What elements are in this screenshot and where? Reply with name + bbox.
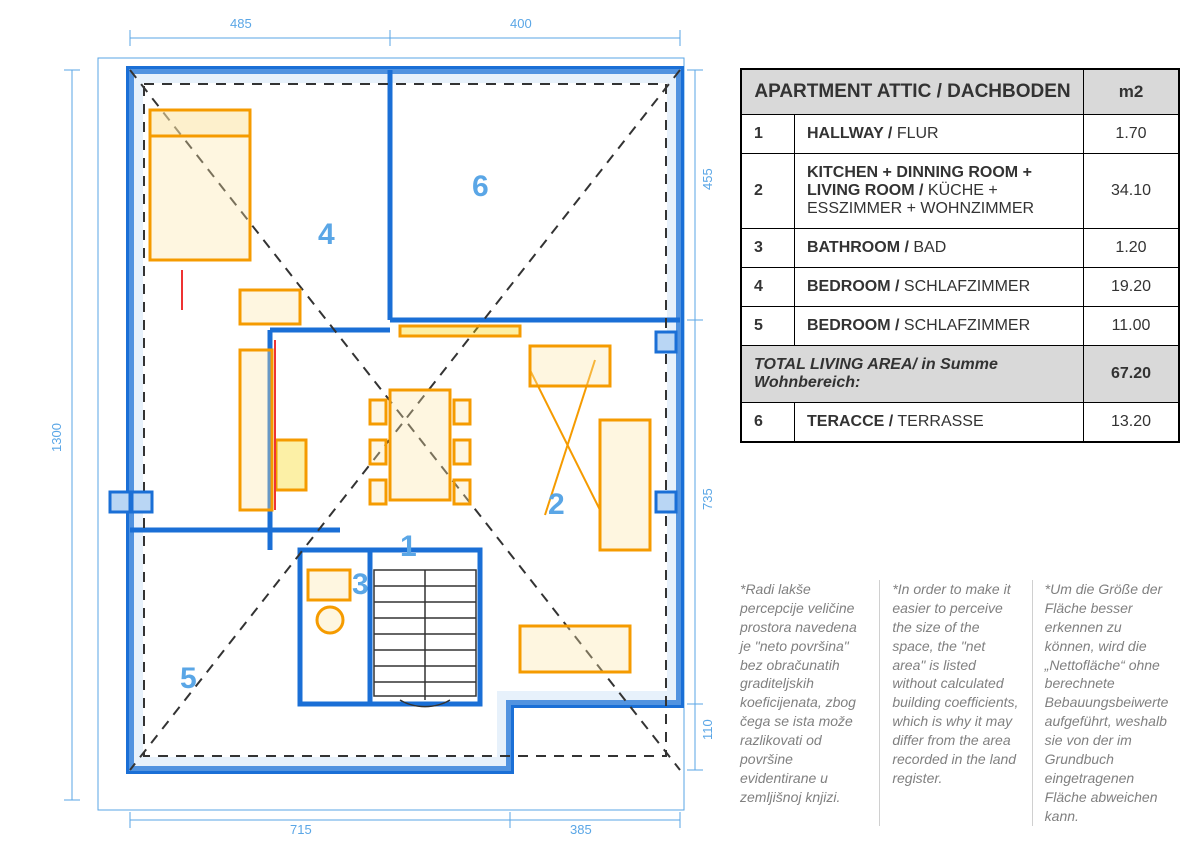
dim-bottom-left: 715 xyxy=(290,822,312,837)
note-en: *In order to make it easier to perceive … xyxy=(879,580,1031,826)
room-marker-6: 6 xyxy=(472,170,489,204)
dim-right-lower: 735 xyxy=(700,488,715,510)
dim-right-upper: 455 xyxy=(700,168,715,190)
table-row: 1HALLWAY / FLUR1.70 xyxy=(741,114,1179,153)
row-label: BEDROOM / SCHLAFZIMMER xyxy=(795,306,1084,345)
table-row: 6TERACCE / TERRASSE13.20 xyxy=(741,402,1179,442)
table-row: 3BATHROOM / BAD1.20 xyxy=(741,228,1179,267)
dim-top-left: 485 xyxy=(230,16,252,31)
row-index: 2 xyxy=(741,153,795,228)
floor-plan: 1 2 3 4 5 6 485 400 1300 455 735 110 715… xyxy=(40,10,720,838)
table-title: APARTMENT ATTIC / DACHBODEN xyxy=(741,69,1084,114)
note-hr: *Radi lakše percepcije veličine prostora… xyxy=(740,580,879,826)
dim-top-right: 400 xyxy=(510,16,532,31)
row-value: 11.00 xyxy=(1084,306,1180,345)
row-label: TERACCE / TERRASSE xyxy=(795,402,1084,442)
row-value: 13.20 xyxy=(1084,402,1180,442)
row-value: 34.10 xyxy=(1084,153,1180,228)
dim-left: 1300 xyxy=(49,423,64,452)
total-label: TOTAL LIVING AREA/ in Summe Wohnbereich: xyxy=(741,345,1084,402)
note-de: *Um die Größe der Fläche besser erkennen… xyxy=(1032,580,1184,826)
row-label: BATHROOM / BAD xyxy=(795,228,1084,267)
table-row: 5BEDROOM / SCHLAFZIMMER11.00 xyxy=(741,306,1179,345)
row-label: BEDROOM / SCHLAFZIMMER xyxy=(795,267,1084,306)
room-marker-1: 1 xyxy=(400,530,417,564)
table-total-row: TOTAL LIVING AREA/ in Summe Wohnbereich:… xyxy=(741,345,1179,402)
row-value: 19.20 xyxy=(1084,267,1180,306)
row-label: KITCHEN + DINNING ROOM + LIVING ROOM / K… xyxy=(795,153,1084,228)
row-label: HALLWAY / FLUR xyxy=(795,114,1084,153)
table-row: 4BEDROOM / SCHLAFZIMMER19.20 xyxy=(741,267,1179,306)
row-value: 1.20 xyxy=(1084,228,1180,267)
dim-right-step: 110 xyxy=(700,719,715,740)
row-index: 4 xyxy=(741,267,795,306)
row-index: 3 xyxy=(741,228,795,267)
row-index: 5 xyxy=(741,306,795,345)
row-value: 1.70 xyxy=(1084,114,1180,153)
dim-bottom-right: 385 xyxy=(570,822,592,837)
row-index: 6 xyxy=(741,402,795,442)
total-value: 67.20 xyxy=(1084,345,1180,402)
row-index: 1 xyxy=(741,114,795,153)
room-marker-5: 5 xyxy=(180,662,197,696)
footnotes: *Radi lakše percepcije veličine prostora… xyxy=(740,580,1184,826)
table-row: 2KITCHEN + DINNING ROOM + LIVING ROOM / … xyxy=(741,153,1179,228)
room-marker-4: 4 xyxy=(318,218,335,252)
table-unit: m2 xyxy=(1084,69,1180,114)
area-table: APARTMENT ATTIC / DACHBODEN m2 1HALLWAY … xyxy=(740,68,1180,443)
room-marker-3: 3 xyxy=(352,568,369,602)
room-marker-2: 2 xyxy=(548,488,565,522)
